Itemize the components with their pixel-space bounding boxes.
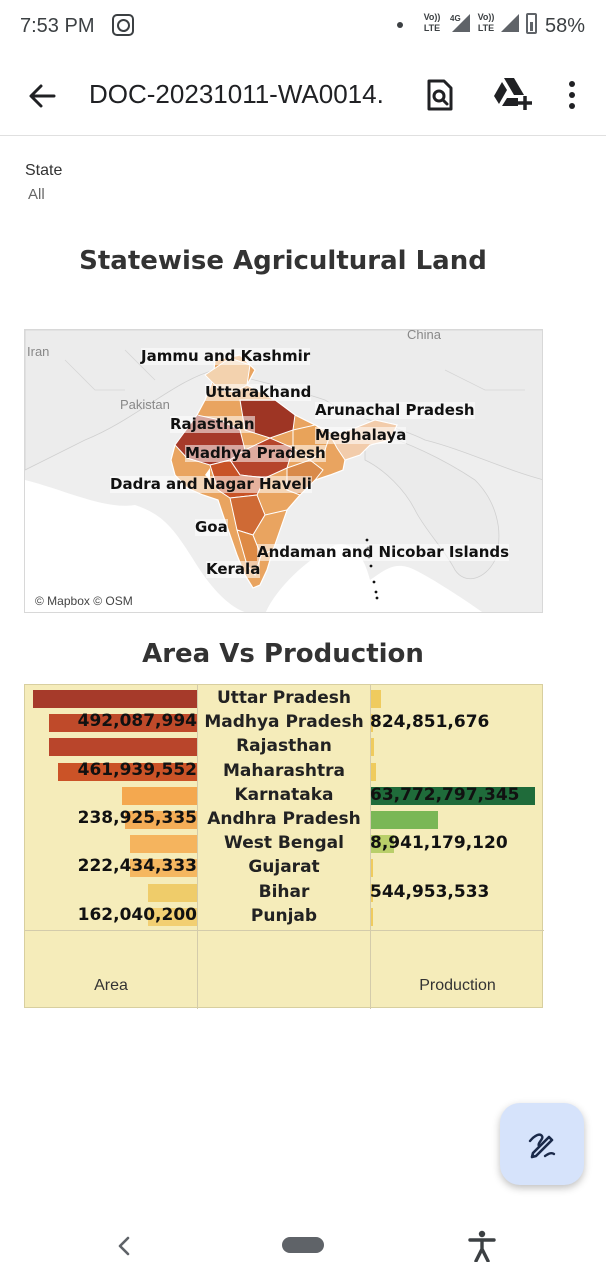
state-filter-value[interactable]: All [28, 186, 45, 203]
map-country-label: Iran [27, 344, 50, 359]
battery-percent: 58% [545, 15, 586, 37]
production-bar[interactable] [371, 786, 535, 805]
accessibility-icon[interactable] [468, 1230, 496, 1262]
area-bar[interactable] [33, 690, 197, 708]
battery-icon [526, 13, 537, 34]
production-bar[interactable] [371, 690, 381, 708]
state-label: Rajasthan [170, 415, 255, 433]
production-bar[interactable] [371, 714, 373, 733]
state-label: Dadra and Nagar Haveli [110, 475, 312, 493]
state-label: Madhya Pradesh [185, 444, 326, 462]
add-to-drive-icon[interactable] [492, 76, 532, 112]
production-bar[interactable] [371, 738, 374, 757]
state-label: Arunachal Pradesh [315, 401, 475, 419]
area-production-table[interactable]: Area Production Uttar Pradesh 492,087,994… [24, 684, 544, 1009]
row-divider [25, 930, 544, 931]
state-name: Madhya Pradesh [204, 712, 364, 733]
notification-dot-icon [397, 22, 403, 28]
area-cell: 222,434,333 [25, 856, 197, 880]
area-bar[interactable] [122, 786, 197, 805]
signal-sim1-icon [452, 14, 470, 32]
area-bar[interactable] [49, 738, 197, 757]
document-title: DOC-20231011-WA0014. [89, 79, 384, 109]
area-cell [25, 832, 197, 856]
state-label: Meghalaya [315, 426, 407, 444]
map-country-label: China [407, 329, 441, 342]
area-value-label: 162,040,200 [77, 904, 197, 925]
map-canvas [25, 330, 542, 612]
area-bar[interactable] [130, 835, 197, 854]
find-in-document-icon[interactable] [424, 78, 456, 112]
area-cell [25, 735, 197, 759]
state-name: Rajasthan [236, 736, 332, 757]
more-options-icon[interactable] [560, 78, 584, 112]
production-value-label: 63,772,797,345 [370, 784, 520, 805]
area-bar[interactable] [125, 811, 197, 829]
area-bar[interactable] [49, 714, 197, 733]
state-name: Punjab [250, 905, 318, 926]
state-label: Uttarakhand [205, 383, 312, 401]
production-value-label: 8,941,179,120 [370, 833, 508, 854]
column-divider [370, 685, 371, 1009]
production-axis-label: Production [419, 977, 496, 994]
nav-home-button[interactable] [282, 1237, 324, 1253]
state-name: Andhra Pradesh [207, 809, 361, 829]
app-bar: DOC-20231011-WA0014. [0, 56, 606, 136]
state-label: Goa [195, 518, 228, 536]
state-name: West Bengal [224, 833, 344, 854]
state-name: Gujarat [248, 857, 320, 878]
volte-sim2-label: Vo)) LTE [477, 12, 495, 33]
india-map[interactable]: Iran Pakistan China Jammu and Kashmir Ut… [24, 329, 543, 613]
production-bar[interactable] [371, 762, 376, 781]
area-cell: 162,040,200 [25, 905, 197, 929]
area-bar[interactable] [148, 907, 197, 926]
area-cell [25, 687, 197, 711]
area-cell [25, 881, 197, 905]
area-cell: 461,939,552 [25, 760, 197, 784]
production-bar[interactable] [371, 811, 438, 829]
area-bar[interactable] [130, 859, 197, 878]
production-bar[interactable] [371, 859, 373, 878]
area-value-label: 461,939,552 [77, 759, 197, 780]
area-value-label: 492,087,994 [77, 711, 197, 732]
production-value-label: 544,953,533 [370, 881, 490, 902]
state-name: Bihar [258, 881, 310, 902]
area-bar[interactable] [148, 883, 197, 902]
state-name: Maharashtra [222, 760, 346, 781]
state-label: Kerala [206, 560, 261, 578]
state-name: Karnataka [234, 784, 334, 805]
pen-icon [528, 1133, 556, 1159]
area-value-label: 222,434,333 [77, 856, 197, 877]
volte-sim1-label: Vo)) LTE [423, 12, 441, 33]
production-bar[interactable] [371, 883, 373, 902]
screen-record-icon [112, 14, 134, 36]
map-credit: © Mapbox © OSM [35, 594, 133, 608]
status-time: 7:53 PM [20, 15, 95, 37]
chart-title: Area Vs Production [142, 639, 424, 669]
status-bar: 7:53 PM Vo)) LTE 4G Vo)) LTE 58% [0, 0, 606, 56]
column-divider [197, 685, 198, 1009]
annotate-button[interactable] [500, 1103, 584, 1185]
nav-back-icon[interactable] [114, 1234, 134, 1258]
signal-sim2-icon [501, 14, 519, 32]
production-bar[interactable] [371, 835, 394, 854]
map-country-label: Pakistan [120, 397, 170, 412]
area-value-label: 238,925,335 [77, 808, 197, 828]
state-name: Uttar Pradesh [216, 688, 352, 708]
state-label: Andaman and Nicobar Islands [257, 543, 510, 561]
production-value-label: 824,851,676 [370, 712, 490, 733]
area-cell: 492,087,994 [25, 711, 197, 735]
area-bar[interactable] [58, 762, 197, 781]
state-filter-label: State [25, 162, 63, 179]
production-bar[interactable] [371, 907, 373, 926]
back-arrow-icon[interactable] [26, 80, 58, 112]
area-cell: 238,925,335 [25, 808, 197, 832]
area-axis-label: Area [94, 977, 128, 994]
area-cell [25, 784, 197, 808]
state-label: Jammu and Kashmir [141, 347, 311, 365]
map-title: Statewise Agricultural Land [79, 246, 487, 276]
